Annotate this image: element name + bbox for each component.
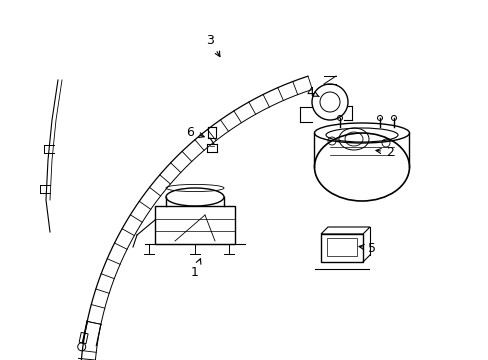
Text: 5: 5 [358,242,375,255]
Text: 3: 3 [205,33,220,57]
Text: 6: 6 [185,126,204,139]
Bar [155,206,235,244]
Bar [326,238,356,256]
Text: 2: 2 [375,145,393,158]
Bar [320,234,362,262]
Text: 4: 4 [305,85,319,99]
Text: 1: 1 [191,259,201,279]
